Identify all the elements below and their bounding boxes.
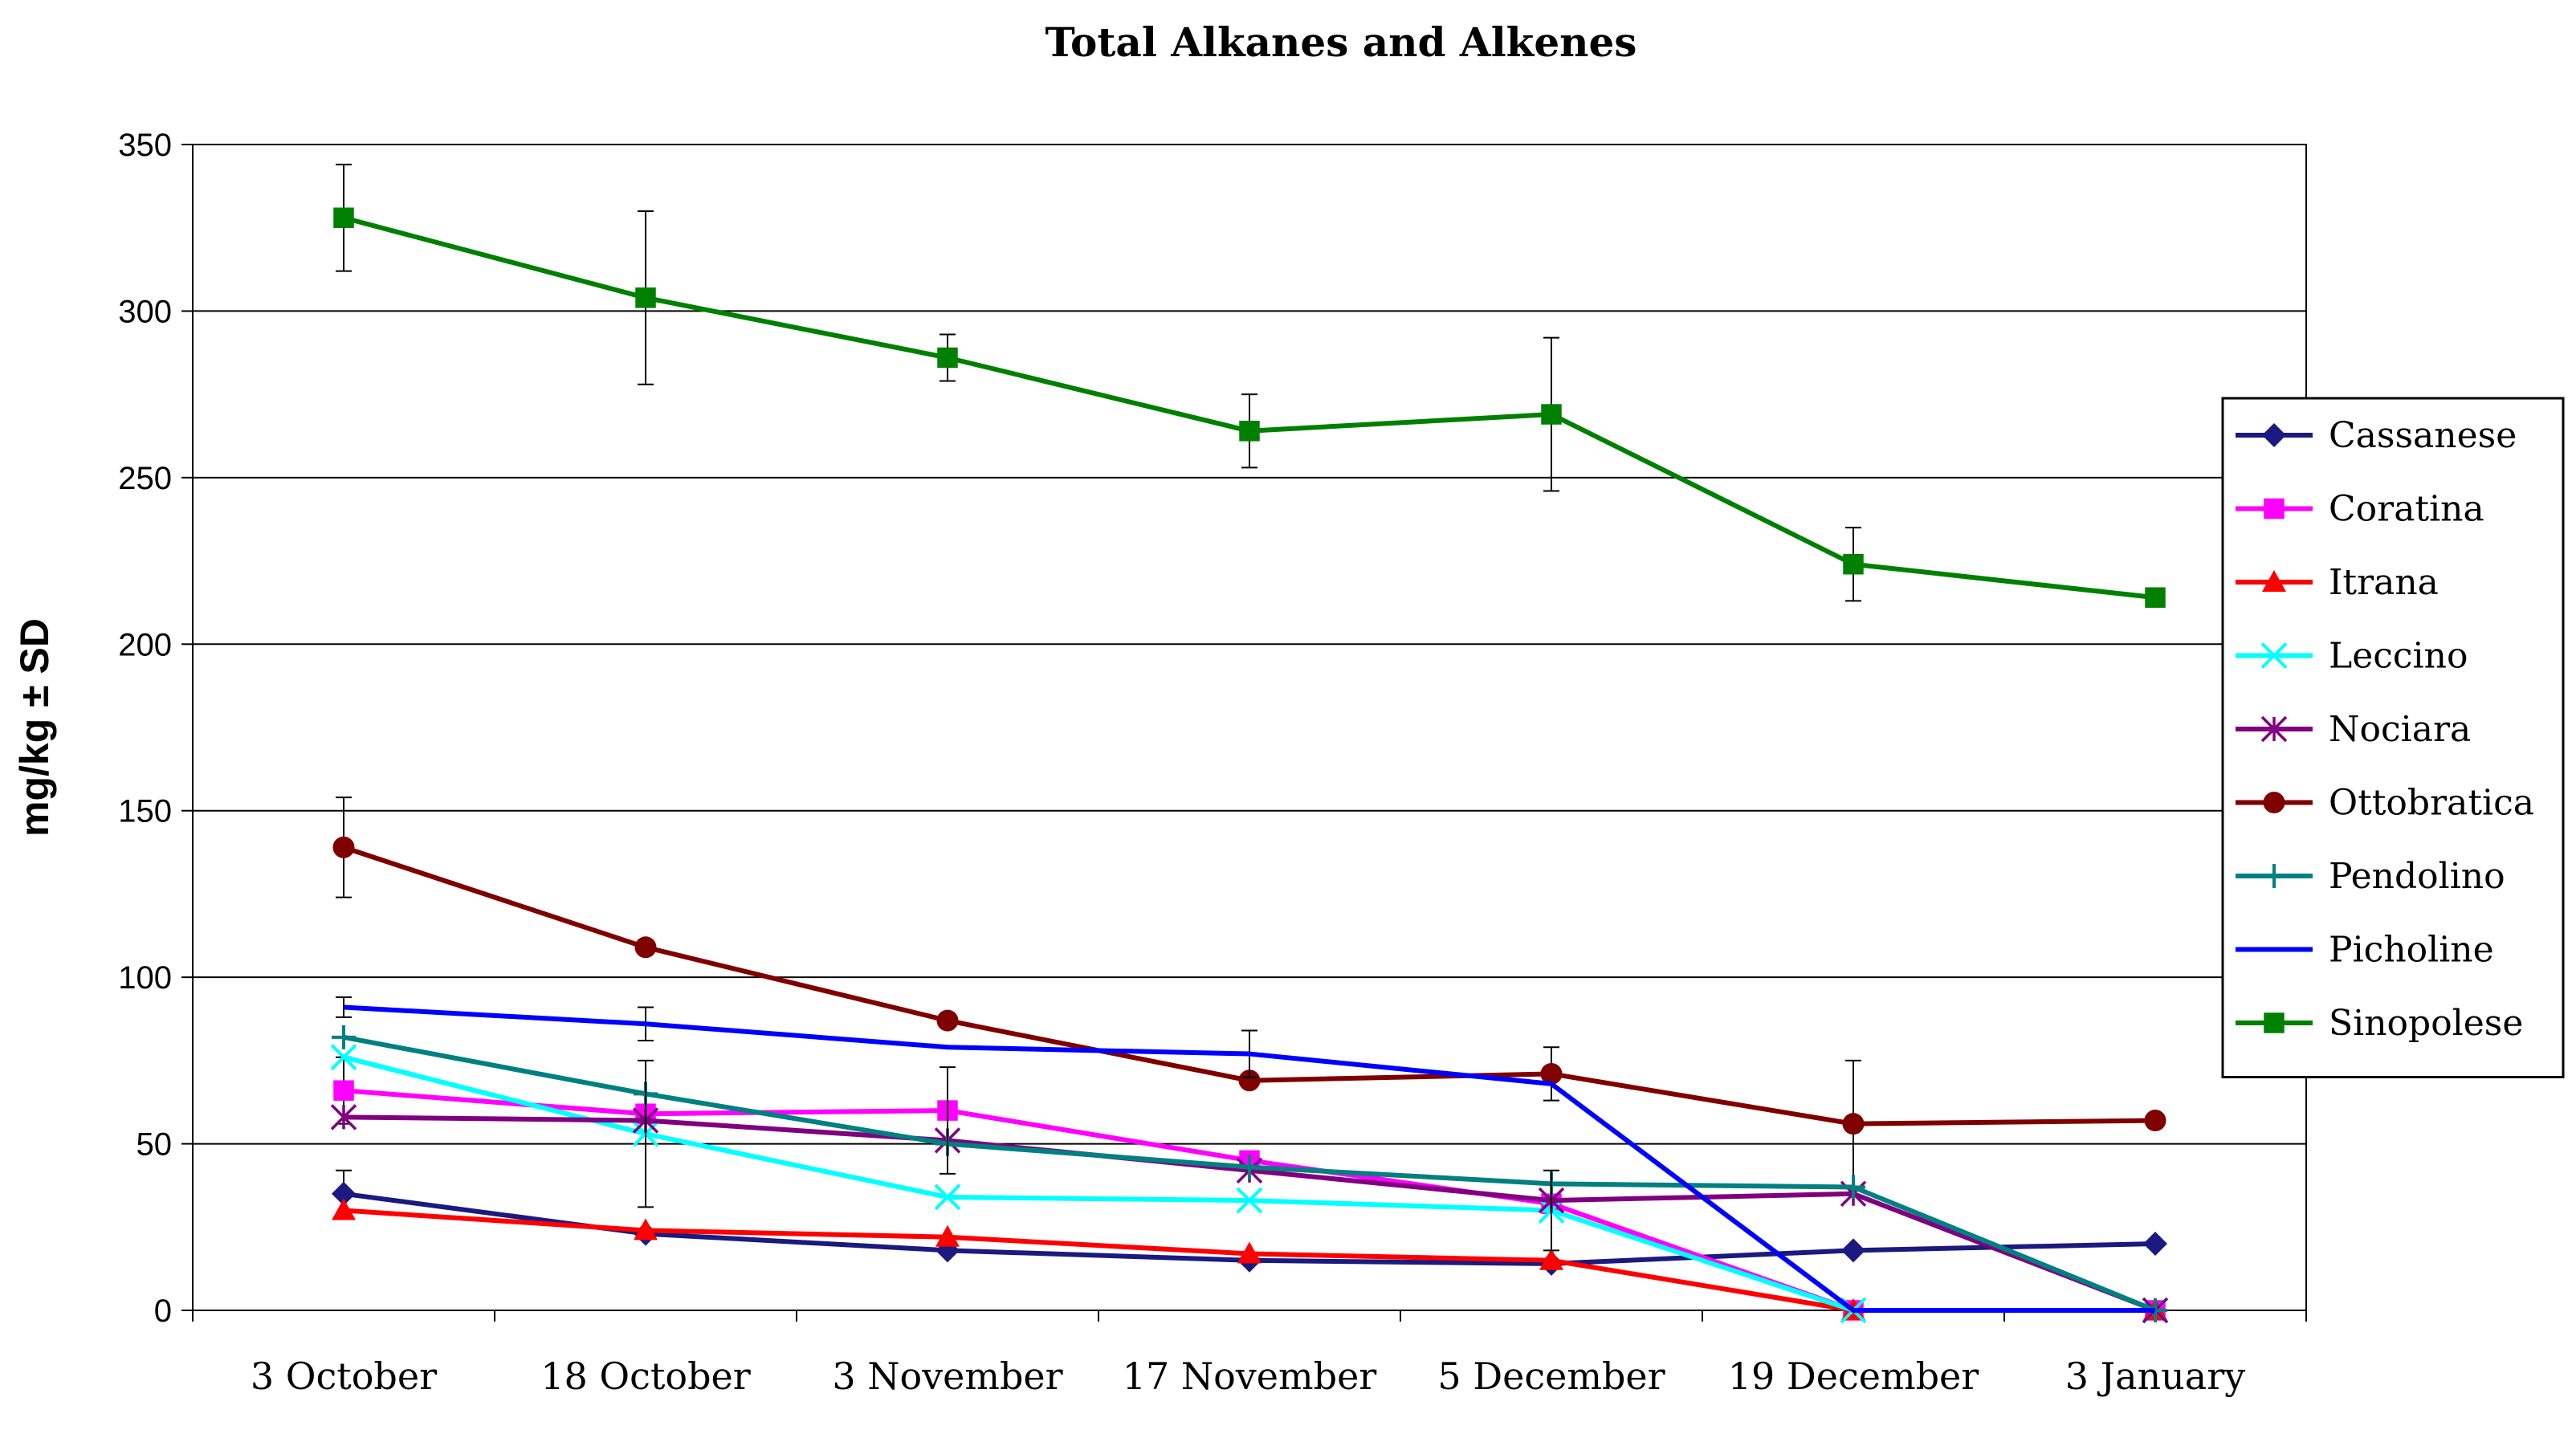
- point-sinopolese-3: [1239, 421, 1260, 442]
- legend: Cassanese Coratina Itrana Leccino Nociara Ott…: [2221, 397, 2565, 1078]
- x-tick-label-3: 17 November: [1123, 1355, 1377, 1398]
- point-itrana-3: [1237, 1241, 1262, 1264]
- legend-label-coratina: Coratina: [2329, 489, 2484, 530]
- point-ottobratica-5: [1842, 1113, 1865, 1135]
- point-ottobratica-3: [1238, 1069, 1261, 1092]
- legend-item-coratina: Coratina: [2236, 489, 2484, 530]
- point-sinopolese-2: [937, 347, 958, 369]
- point-ottobratica-1: [634, 936, 657, 959]
- x-tick-label-1: 18 October: [540, 1355, 750, 1398]
- point-itrana-1: [634, 1218, 658, 1240]
- series-coratina: [333, 1056, 2166, 1321]
- legend-label-leccino: Leccino: [2329, 636, 2468, 677]
- point-sinopolese-5: [1843, 553, 1864, 575]
- y-axis-label: mg/kg ± SD: [12, 618, 57, 837]
- x-axis: 3 October 18 October 3 November 17 November…: [192, 1310, 2307, 1398]
- legend-marker-pendolino: [2262, 864, 2286, 888]
- error-bar-extra-0: [638, 1059, 654, 1208]
- y-tick-label-100: 100: [118, 960, 172, 996]
- x-tick-label-5: 19 December: [1728, 1355, 1979, 1398]
- legend-marker-cassanese: [2262, 423, 2286, 447]
- y-tick-label-200: 200: [118, 627, 172, 662]
- legend-label-ottobratica: Ottobratica: [2329, 783, 2534, 824]
- y-tick-label-350: 350: [118, 128, 172, 163]
- series-ottobratica: [332, 796, 2166, 1188]
- error-bar-extra-1: [940, 1066, 956, 1175]
- chart-title: Total Alkanes and Alkenes: [1045, 18, 1637, 66]
- legend-item-picholine: Picholine: [2236, 930, 2494, 971]
- x-tick-label-4: 5 December: [1437, 1355, 1665, 1398]
- point-pendolino-5: [1841, 1175, 1865, 1200]
- point-itrana-4: [1539, 1248, 1563, 1270]
- point-leccino-0: [330, 1044, 357, 1071]
- point-ottobratica-0: [332, 836, 355, 858]
- point-cassanese-0: [332, 1181, 356, 1206]
- y-tick-label-0: 0: [154, 1293, 172, 1329]
- legend-marker-ottobratica: [2263, 792, 2285, 813]
- x-tick-label-6: 3 January: [2065, 1355, 2245, 1398]
- series-sinopolese: [333, 163, 2166, 608]
- point-cassanese-5: [1841, 1238, 1865, 1263]
- series-layer: [330, 163, 2169, 1324]
- series-line-picholine: [343, 1004, 2155, 1313]
- y-tick-label-250: 250: [118, 461, 172, 496]
- point-itrana-0: [332, 1198, 356, 1220]
- legend-item-nociara: Nociara: [2236, 709, 2471, 750]
- y-tick-label-50: 50: [137, 1127, 173, 1163]
- point-sinopolese-4: [1541, 404, 1562, 425]
- legend-label-picholine: Picholine: [2329, 930, 2494, 971]
- x-tick-label-0: 3 October: [251, 1355, 437, 1398]
- legend-marker-coratina: [2264, 498, 2285, 519]
- point-nociara-0: [330, 1104, 357, 1130]
- error-bar-extra-2: [1543, 1169, 1559, 1252]
- point-sinopolese-6: [2145, 587, 2166, 608]
- point-sinopolese-0: [333, 207, 354, 229]
- point-pendolino-0: [332, 1025, 356, 1049]
- legend-item-leccino: Leccino: [2236, 636, 2468, 677]
- legend-item-cassanese: Cassanese: [2236, 415, 2517, 456]
- y-axis: 0 50 100 150 200 250 300 350: [118, 128, 193, 1329]
- point-cassanese-6: [2143, 1232, 2167, 1257]
- point-ottobratica-2: [936, 1009, 959, 1032]
- point-pendolino-3: [1237, 1155, 1262, 1179]
- legend-item-itrana: Itrana: [2236, 562, 2439, 603]
- series-itrana: [332, 1198, 2167, 1320]
- legend-marker-nociara: [2260, 715, 2288, 743]
- legend-marker-sinopolese: [2264, 1012, 2285, 1033]
- point-sinopolese-1: [635, 287, 656, 308]
- legend-label-itrana: Itrana: [2329, 562, 2439, 603]
- y-tick-label-300: 300: [118, 294, 172, 329]
- y-tick-label-150: 150: [118, 794, 172, 829]
- plot-area-frame: [192, 144, 2307, 1311]
- legend-item-pendolino: Pendolino: [2236, 856, 2505, 897]
- legend-marker-leccino: [2260, 642, 2288, 669]
- point-ottobratica-6: [2144, 1110, 2166, 1132]
- series-picholine: [336, 996, 2155, 1313]
- legend-label-sinopolese: Sinopolese: [2329, 1003, 2523, 1044]
- legend-item-ottobratica: Ottobratica: [2236, 783, 2534, 824]
- legend-marker-itrana: [2262, 570, 2286, 592]
- gridlines: [193, 310, 2306, 1145]
- point-itrana-2: [935, 1224, 960, 1247]
- legend-item-sinopolese: Sinopolese: [2236, 1003, 2523, 1044]
- x-tick-label-2: 3 November: [832, 1355, 1062, 1398]
- legend-label-pendolino: Pendolino: [2329, 856, 2505, 897]
- legend-label-nociara: Nociara: [2329, 709, 2471, 750]
- point-ottobratica-4: [1540, 1062, 1563, 1085]
- series-line-nociara: [343, 1114, 2157, 1313]
- point-leccino-2: [934, 1183, 961, 1211]
- point-coratina-0: [333, 1080, 354, 1101]
- series-nociara: [330, 1104, 2169, 1324]
- point-leccino-3: [1236, 1187, 1263, 1214]
- legend-label-cassanese: Cassanese: [2329, 415, 2517, 456]
